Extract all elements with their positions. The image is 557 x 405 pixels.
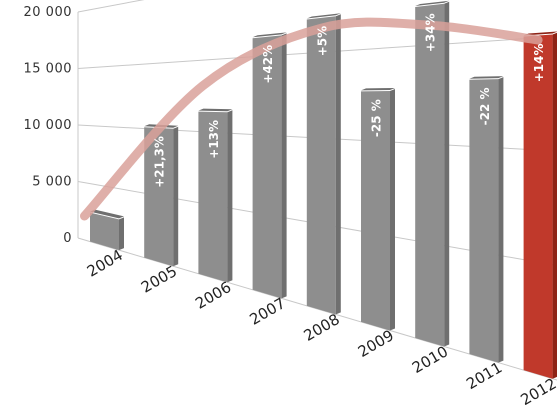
- bar-side: [335, 14, 341, 315]
- trend-layer: [80, 17, 543, 221]
- x-tick-label: 2012: [517, 374, 557, 405]
- data-label: +13%: [207, 120, 221, 159]
- data-labels: +21,3% +13% +42% +5% -25 % +34% -22 % +14%: [153, 13, 546, 187]
- bars: [90, 0, 557, 379]
- bar-2009: [361, 91, 390, 331]
- bar-side: [173, 126, 179, 267]
- y-tick-label: 15 000: [24, 62, 73, 77]
- x-tick-label: 2008: [301, 310, 343, 345]
- bar-side: [444, 1, 450, 347]
- gridline: [77, 0, 145, 13]
- data-label: -25 %: [370, 99, 384, 137]
- bar-2005: [144, 127, 174, 267]
- y-axis: 0 5 000 10 000 15 000 20 000: [24, 5, 79, 246]
- data-label: +34%: [424, 13, 438, 52]
- bar-2010: [415, 3, 445, 347]
- bar-2006: [198, 111, 228, 283]
- x-tick-label: 2006: [192, 278, 234, 313]
- bar-top: [306, 13, 341, 19]
- data-label: +14%: [532, 44, 546, 83]
- bar-2012: [523, 34, 553, 379]
- y-tick-label: 20 000: [24, 5, 73, 20]
- data-label: +21,3%: [153, 136, 167, 188]
- bar-2004: [90, 212, 119, 251]
- bar-side: [281, 33, 287, 299]
- x-tick-label: 2005: [138, 262, 180, 297]
- bar-top: [198, 108, 233, 112]
- bar-2007: [252, 35, 282, 299]
- bar-side: [119, 217, 124, 251]
- bar-top: [90, 209, 124, 219]
- trend-curve: [80, 17, 543, 221]
- bar-2008: [306, 16, 336, 315]
- bar-side: [498, 77, 504, 363]
- x-tick-label: 2009: [355, 326, 397, 361]
- bar-top: [361, 88, 395, 91]
- bar-side: [390, 89, 395, 331]
- x-tick-label: 2004: [84, 246, 126, 281]
- x-tick-label: 2010: [409, 342, 451, 377]
- bar-top: [252, 32, 287, 38]
- bar-top: [469, 76, 504, 79]
- x-tick-label: 2011: [463, 358, 505, 393]
- x-tick-label: 2007: [246, 294, 288, 329]
- data-label: +5%: [315, 26, 329, 56]
- y-tick-label: 10 000: [24, 118, 73, 133]
- bar-side: [552, 32, 557, 379]
- bar-top: [415, 0, 450, 7]
- bar-2011: [469, 79, 499, 363]
- data-label: -22 %: [478, 87, 492, 125]
- data-label: +42%: [261, 45, 275, 84]
- bar-side: [227, 110, 233, 283]
- y-tick-label: 5 000: [32, 175, 72, 190]
- y-tick-label: 0: [63, 231, 72, 246]
